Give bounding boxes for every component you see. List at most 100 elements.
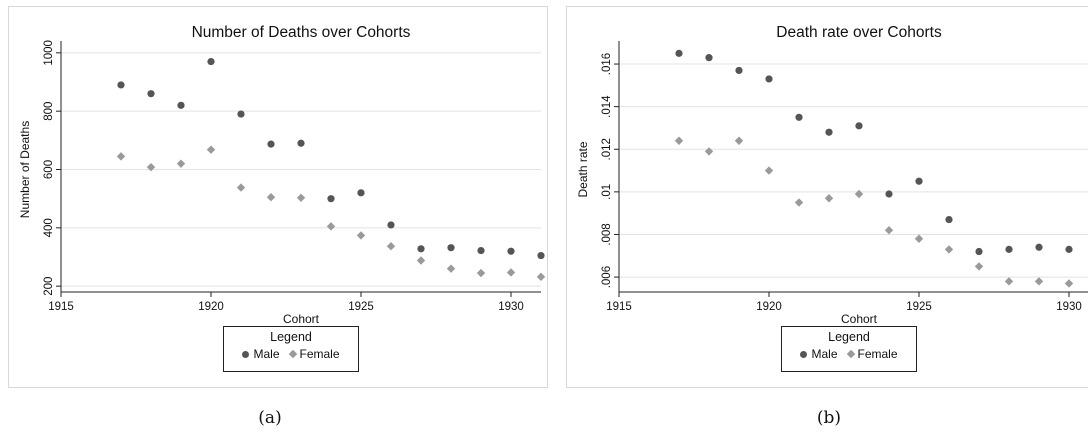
data-point-male [207,57,215,66]
chart-panel-b: Death rate over Cohorts .006 .008 .01 .012 .0… [566,6,1088,388]
legend-label-male: Male [811,347,838,361]
y-axis-label: Number of Deaths [18,121,32,218]
legend-title: Legend [270,330,312,344]
data-point-male [795,113,803,121]
data-point-male [735,66,743,75]
data-point-male [1065,245,1073,253]
data-point-female [476,268,486,278]
data-point-male [675,49,683,57]
data-point-female [824,194,834,203]
data-point-male [825,128,833,136]
data-point-female [674,136,684,145]
data-point-female [884,226,894,235]
data-point-female [854,189,864,199]
data-point-male [387,221,395,229]
data-point-male [1005,245,1013,253]
x-tick-label: 1915 [48,301,74,313]
chart-title: Death rate over Cohorts [776,24,942,41]
data-point-male [1035,243,1043,251]
x-tick-label: 1915 [606,301,632,313]
data-point-female [1064,279,1074,288]
x-tick-label: 1920 [198,301,224,313]
legend-b: Legend Male Female [781,326,917,372]
data-point-female [146,162,156,172]
y-tick-label: .008 [601,223,613,245]
data-point-male [267,140,275,148]
data-point-female [536,272,546,282]
legend-label-male: Male [253,347,280,361]
data-point-male [945,215,953,224]
data-point-female [296,193,306,202]
legend-item-female: Female [288,347,340,361]
x-tick-label: 1925 [348,301,374,313]
data-point-male [177,101,185,109]
data-point-male [357,189,365,197]
y-tick-label: 400 [43,218,55,237]
data-point-male [705,54,713,62]
chart-b-svg: Death rate over Cohorts .006 .008 .01 .012 .0… [576,24,1088,326]
data-point-female [704,147,714,156]
y-tick-label: .016 [601,53,613,75]
data-point-female [764,166,774,175]
y-axis-label: Death rate [576,141,590,197]
data-point-female [116,152,126,161]
data-point-male [537,251,545,260]
y-tick-label: 800 [43,102,55,121]
data-point-female [236,183,246,192]
x-axis-label: Cohort [841,312,878,326]
legend-a: Legend Male Female [223,326,359,372]
caption-a: (a) [258,408,282,428]
y-tick-label: 200 [43,277,55,296]
y-tick-label: .012 [601,138,613,160]
data-point-male [327,195,335,203]
data-point-male [915,177,923,185]
data-point-female [974,262,984,271]
data-point-male [477,246,485,255]
diamond-marker-icon [288,349,297,359]
data-point-male [975,247,983,256]
data-point-male [237,110,245,118]
data-point-female [266,193,276,202]
data-point-female [206,145,216,154]
data-point-female [1034,277,1044,286]
data-point-female [326,222,336,231]
legend-title: Legend [828,330,870,344]
legend-item-male: Male [800,347,838,361]
data-point-female [446,264,456,273]
data-point-female [356,231,366,240]
y-tick-label: 600 [43,160,55,179]
chart-panel-a: Number of Deaths over Cohorts 200 400 600 80… [8,6,548,388]
x-axis-label: Cohort [283,312,320,326]
legend-label-female: Female [857,347,898,361]
chart-title: Number of Deaths over Cohorts [192,24,411,41]
data-point-female [176,159,186,168]
data-point-male [297,139,305,147]
data-point-female [914,234,924,243]
data-point-female [734,136,744,145]
diamond-marker-icon [846,349,855,359]
chart-a-svg: Number of Deaths over Cohorts 200 400 600 80… [18,24,546,326]
data-point-male [417,245,425,253]
y-tick-label: .014 [601,95,613,118]
data-point-male [885,190,893,198]
y-tick-label: .01 [601,184,613,200]
circle-marker-icon [800,350,808,358]
x-tick-label: 1920 [756,301,782,313]
data-point-female [944,245,954,254]
data-point-male [765,75,773,83]
legend-item-female: Female [846,347,898,361]
y-tick-label: .006 [601,266,613,288]
data-point-female [1004,277,1014,286]
y-tick-label: 1000 [43,40,55,66]
data-point-male [117,81,125,89]
caption-b: (b) [816,408,842,428]
x-tick-label: 1930 [1056,301,1082,313]
data-point-male [447,244,455,252]
data-point-female [386,242,396,251]
x-tick-label: 1930 [498,301,524,313]
data-point-male [855,122,863,130]
x-tick-label: 1925 [906,301,932,313]
data-point-female [794,198,804,207]
legend-item-male: Male [242,347,280,361]
data-point-male [507,247,515,255]
